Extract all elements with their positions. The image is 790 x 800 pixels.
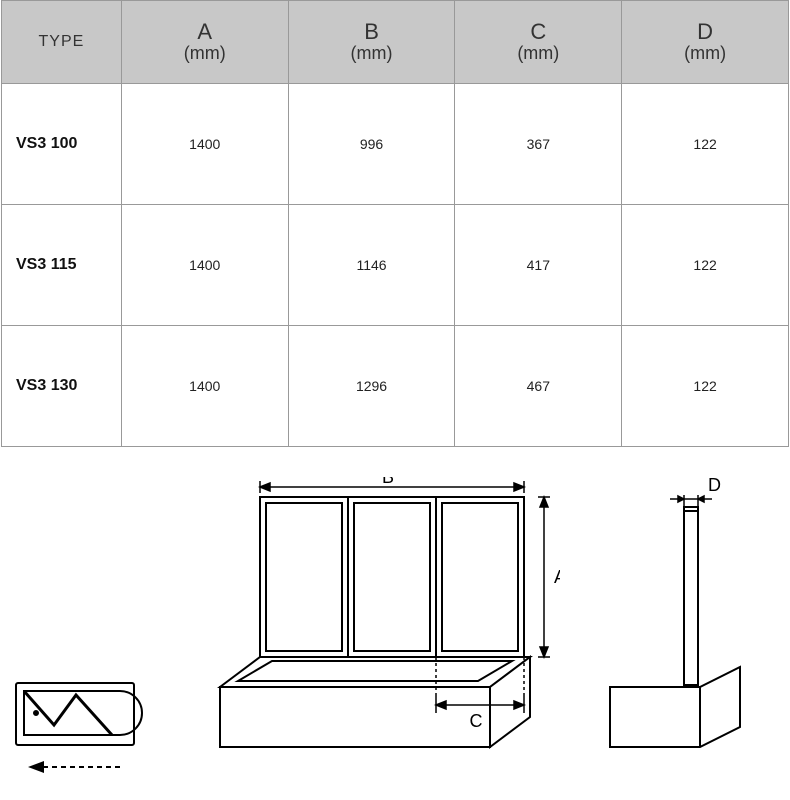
cell-C: 467 bbox=[455, 326, 622, 447]
tub-diagram: B A C bbox=[190, 477, 560, 797]
cell-D: 122 bbox=[622, 84, 789, 205]
cell-D: 122 bbox=[622, 326, 789, 447]
col-header-B: B (mm) bbox=[288, 1, 455, 84]
col-header-C: C (mm) bbox=[455, 1, 622, 84]
topview-icon bbox=[10, 677, 150, 787]
table-row: VS3 130 1400 1296 467 122 bbox=[2, 326, 789, 447]
table-header: TYPE A (mm) B (mm) C (mm) D (mm) bbox=[2, 1, 789, 84]
table-row: VS3 100 1400 996 367 122 bbox=[2, 84, 789, 205]
cell-B: 996 bbox=[288, 84, 455, 205]
cell-B: 1296 bbox=[288, 326, 455, 447]
dim-label-B: B bbox=[382, 477, 394, 487]
col-header-A: A (mm) bbox=[121, 1, 288, 84]
col-letter: D bbox=[623, 20, 787, 44]
diagram-area: B A C D bbox=[0, 467, 790, 797]
dim-label-C: C bbox=[470, 711, 483, 731]
col-letter: A bbox=[123, 20, 287, 44]
cell-A: 1400 bbox=[121, 205, 288, 326]
dim-label-D: D bbox=[708, 477, 721, 495]
cell-C: 367 bbox=[455, 84, 622, 205]
table-body: VS3 100 1400 996 367 122 VS3 115 1400 11… bbox=[2, 84, 789, 447]
col-header-D: D (mm) bbox=[622, 1, 789, 84]
col-unit: (mm) bbox=[123, 44, 287, 64]
table-row: VS3 115 1400 1146 417 122 bbox=[2, 205, 789, 326]
col-header-type: TYPE bbox=[2, 1, 122, 84]
cell-type: VS3 130 bbox=[2, 326, 122, 447]
cell-C: 417 bbox=[455, 205, 622, 326]
cell-B: 1146 bbox=[288, 205, 455, 326]
col-letter: B bbox=[290, 20, 454, 44]
col-unit: (mm) bbox=[623, 44, 787, 64]
cell-type: VS3 100 bbox=[2, 84, 122, 205]
col-letter: C bbox=[456, 20, 620, 44]
spec-table: TYPE A (mm) B (mm) C (mm) D (mm) VS3 100… bbox=[1, 0, 789, 447]
col-unit: (mm) bbox=[290, 44, 454, 64]
cell-type: VS3 115 bbox=[2, 205, 122, 326]
cell-A: 1400 bbox=[121, 84, 288, 205]
dim-label-A: A bbox=[554, 567, 560, 587]
cell-D: 122 bbox=[622, 205, 789, 326]
cell-A: 1400 bbox=[121, 326, 288, 447]
side-profile-diagram: D bbox=[600, 477, 780, 777]
col-unit: (mm) bbox=[456, 44, 620, 64]
